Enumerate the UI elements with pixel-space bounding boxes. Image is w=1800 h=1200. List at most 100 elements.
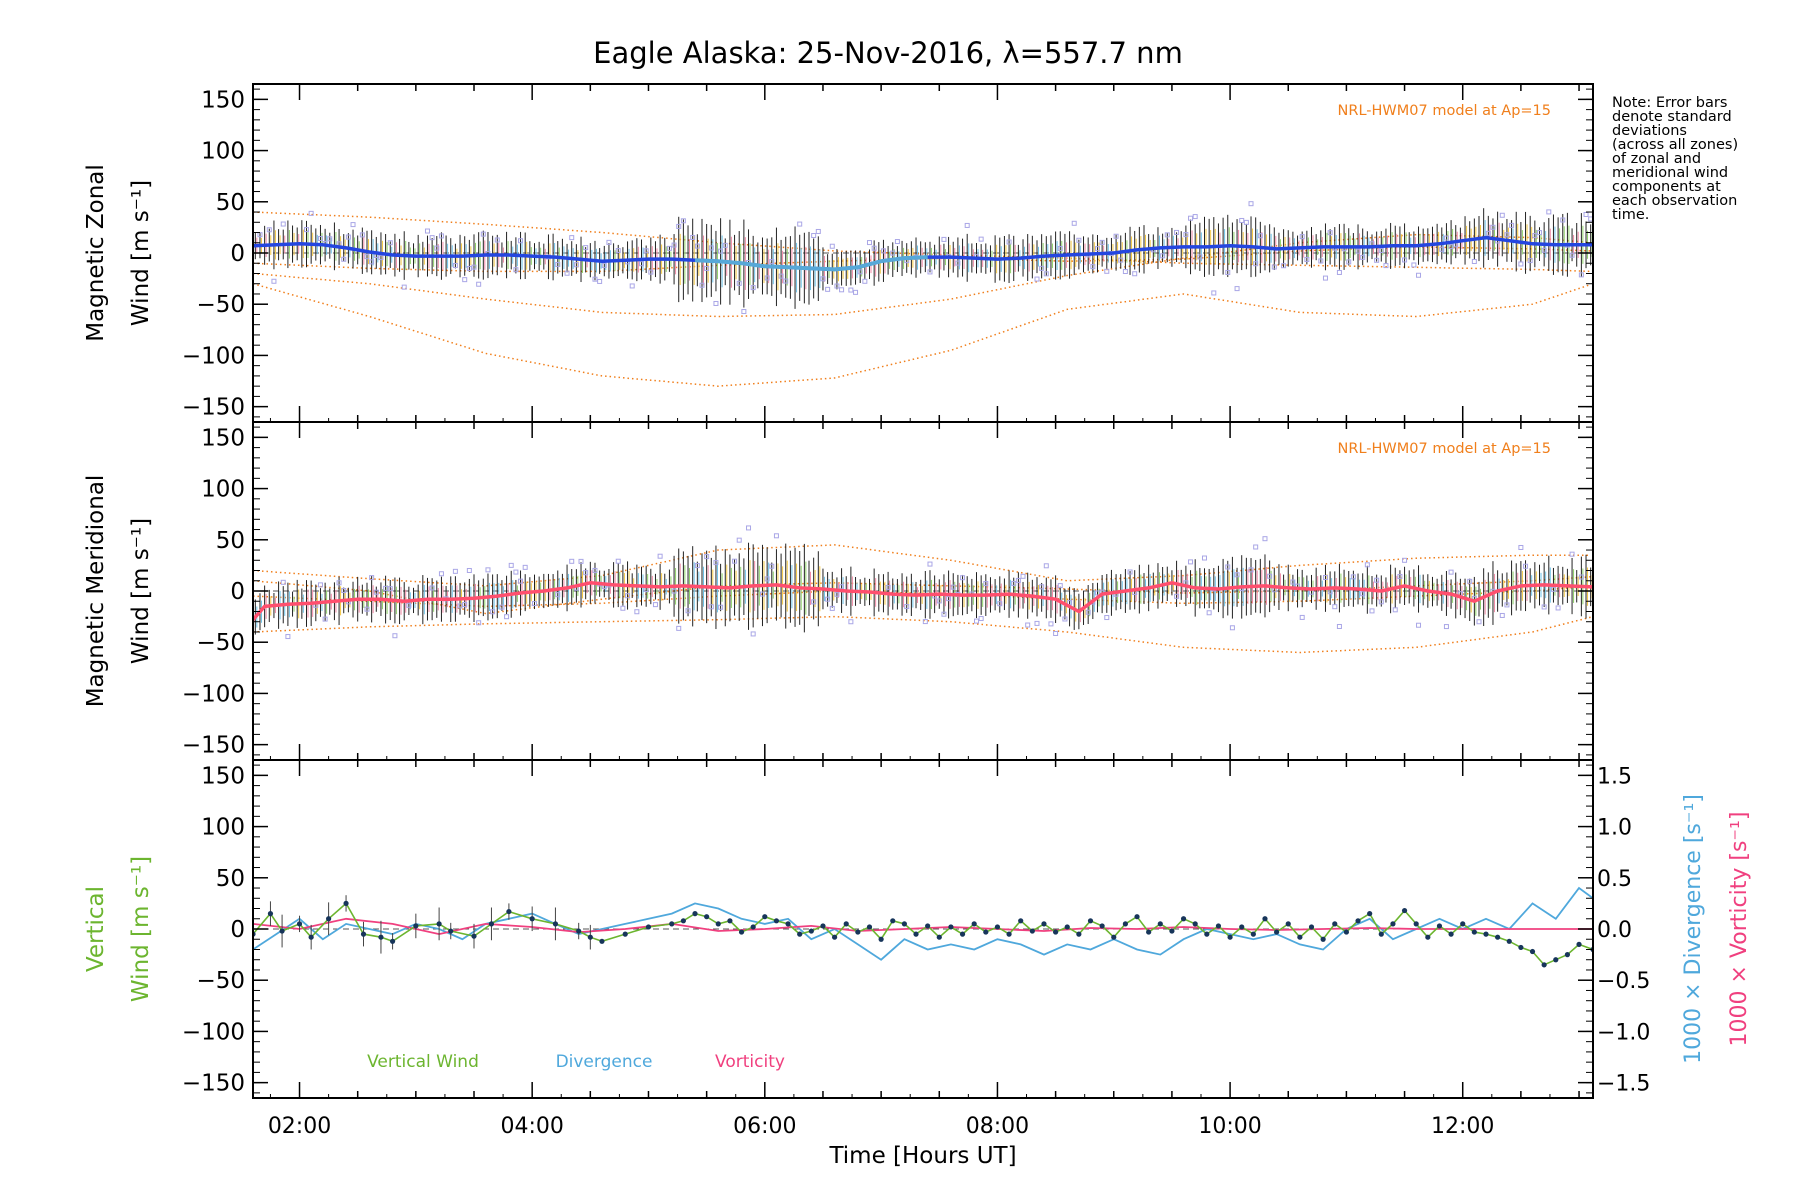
scatter-point [690,234,696,240]
scatter-point [625,593,631,599]
scatter-point [978,616,984,622]
scatter-point [285,634,291,640]
scatter-point [955,260,961,266]
scatter-point [457,603,463,609]
scatter-point [1327,230,1333,236]
scatter-point [583,570,589,576]
x-tick-label: 10:00 [1198,1114,1261,1139]
vertical-wind-point [529,916,535,922]
scatter-point [429,235,435,241]
scatter-point [1006,239,1012,245]
scatter-point [834,283,840,289]
scatter-point [811,599,817,605]
scatter-point [811,233,817,239]
scatter-point [592,276,598,282]
scatter-point [476,281,482,287]
scatter-point [1443,235,1449,241]
right-tick-label: 0.0 [1597,918,1632,943]
scatter-point [597,278,603,284]
scatter-point [1499,212,1505,218]
scatter-point [271,278,277,284]
vertical-wind-point [715,921,721,927]
scatter-point [1518,544,1524,550]
x-tick-label: 06:00 [733,1114,796,1139]
scatter-point [1104,268,1110,274]
vertical-wind-point [552,921,559,927]
scatter-point [1248,567,1254,573]
plot-area [253,201,1593,387]
scatter-point [699,282,705,288]
scatter-point [1011,580,1017,586]
scatter-point [1257,233,1263,239]
right-tick-label: −1.5 [1597,1072,1650,1097]
right-tick-label: −1.0 [1597,1020,1650,1045]
scatter-point [383,585,389,591]
scatter-point [1206,610,1212,616]
y-tick-label: −150 [182,395,245,421]
y-tick-label: 150 [201,87,245,113]
scatter-point [1536,230,1542,236]
scatter-point [960,575,966,581]
scatter-point [569,558,575,564]
scatter-point [718,248,724,254]
scatter-point [1374,577,1380,583]
vertical-wind-point [727,918,733,924]
scatter-point [1383,263,1389,269]
scatter-point [1336,269,1342,275]
vertical-wind-point [831,934,838,940]
scatter-point [1290,579,1296,585]
vertical-wind-point [1529,948,1536,955]
note-line: denote standard [1612,109,1732,125]
scatter-point [317,235,323,241]
scatter-point [671,242,677,248]
vertical-wind-point [1471,929,1477,935]
scatter-point [471,264,477,270]
vertical-wind-point [1285,921,1291,927]
vertical-wind-point [622,931,628,937]
y-tick-label: −150 [182,1071,245,1097]
scatter-point [1039,265,1045,271]
scatter-point [866,240,872,246]
vertical-wind-point [343,900,349,906]
scatter-point [1527,258,1533,264]
y-tick-label: −50 [196,968,245,994]
note-line: components at [1612,179,1721,195]
y-tick-label: 100 [201,139,245,165]
scatter-point [462,601,468,607]
vertical-wind-point [326,916,332,922]
scatter-point [480,231,486,237]
scatter-point [1555,605,1561,611]
scatter-point [671,588,677,594]
vertical-wind-point [738,929,745,935]
vertical-wind-point [866,924,873,930]
x-tick-label: 02:00 [268,1114,331,1139]
scatter-point [1234,286,1240,292]
scatter-point [1164,232,1170,238]
scatter-point [378,255,384,261]
scatter-point [1392,607,1398,613]
scatter-point [434,245,440,251]
scatter-point [485,567,491,573]
vertical-wind-point [1436,923,1443,929]
y-axis-label-line2: Wind [m s⁻¹] [128,518,154,664]
vertical-wind-point [1099,923,1105,929]
vertical-wind-point [448,928,454,934]
scatter-point [476,620,482,626]
vertical-wind-point [296,921,303,927]
vertical-wind-point [913,931,919,937]
scatter-point [555,261,561,267]
scatter-point [1160,253,1166,259]
scatter-point [1402,557,1408,563]
scatter-point [513,569,519,575]
scatter-point [1127,569,1133,575]
vertical-wind-point [488,921,495,927]
scatter-point [1234,572,1240,578]
scatter-point [401,284,407,290]
scatter-point [1062,616,1068,622]
scatter-point [1411,262,1417,268]
scatter-point [620,605,626,611]
vertical-wind-point [1064,924,1070,930]
scatter-point [974,618,980,624]
scatter-point [839,287,845,293]
scatter-point [1378,599,1384,605]
